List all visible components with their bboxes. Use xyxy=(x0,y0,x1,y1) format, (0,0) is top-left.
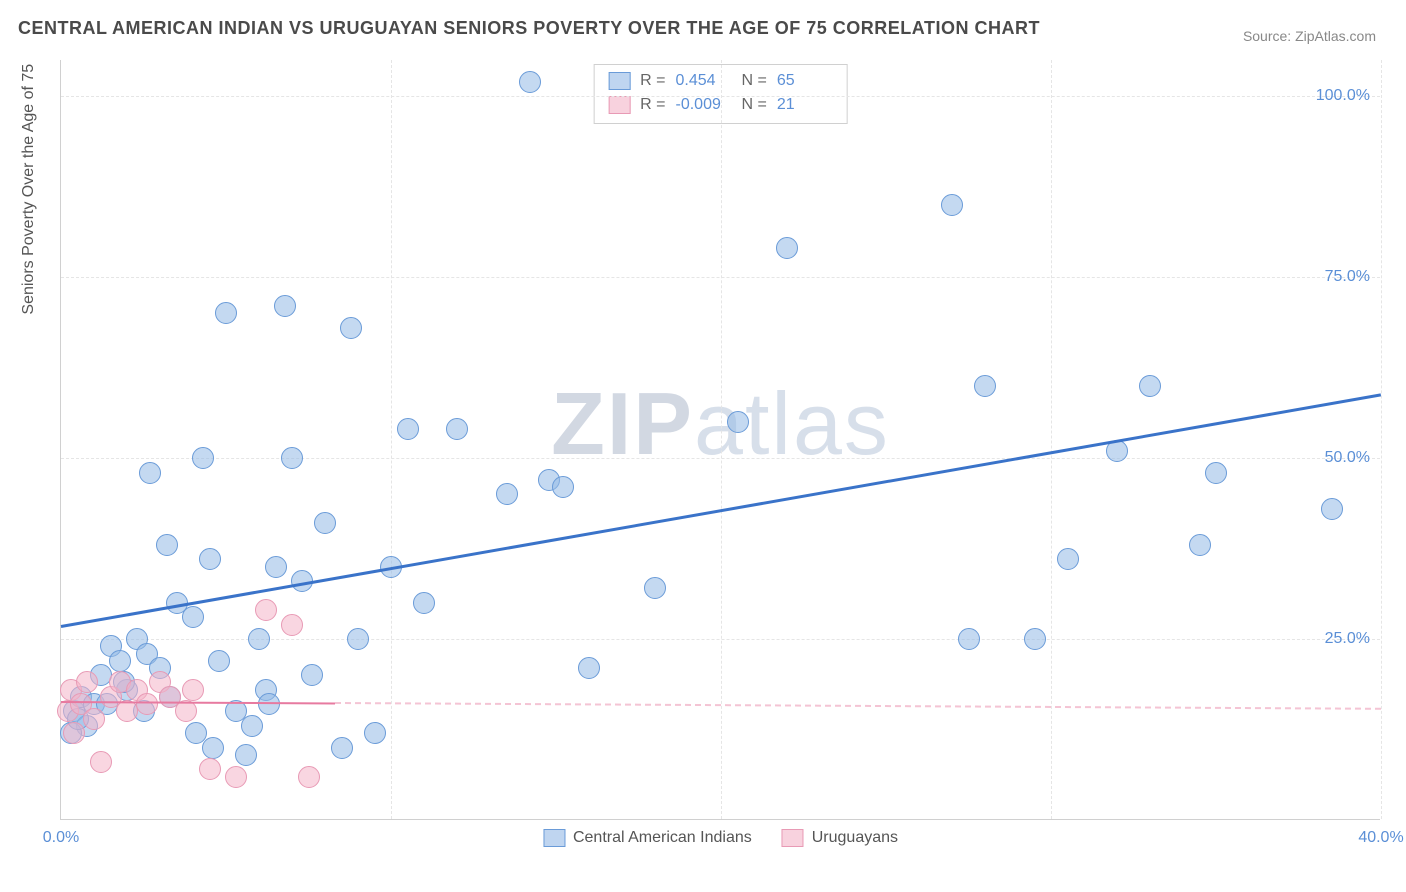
data-point xyxy=(446,418,468,440)
legend-swatch-blue xyxy=(543,829,565,847)
data-point xyxy=(255,599,277,621)
data-point xyxy=(109,650,131,672)
data-point xyxy=(248,628,270,650)
legend-swatch-blue xyxy=(608,72,630,90)
data-point xyxy=(199,758,221,780)
chart-title: CENTRAL AMERICAN INDIAN VS URUGUAYAN SEN… xyxy=(18,18,1040,39)
data-point xyxy=(258,693,280,715)
y-axis-title: Seniors Poverty Over the Age of 75 xyxy=(20,64,38,315)
n-label: N = xyxy=(742,69,767,93)
data-point xyxy=(1139,375,1161,397)
data-point xyxy=(941,194,963,216)
legend-item-pink: Uruguayans xyxy=(782,829,898,847)
trend-line xyxy=(335,702,1381,710)
data-point xyxy=(519,71,541,93)
gridline-v xyxy=(391,60,392,819)
data-point xyxy=(347,628,369,650)
r-value-blue: 0.454 xyxy=(676,69,732,93)
data-point xyxy=(241,715,263,737)
data-point xyxy=(156,534,178,556)
data-point xyxy=(496,483,518,505)
data-point xyxy=(578,657,600,679)
data-point xyxy=(1057,548,1079,570)
gridline-v xyxy=(1381,60,1382,819)
data-point xyxy=(274,295,296,317)
source-label: Source: ZipAtlas.com xyxy=(1243,28,1376,44)
data-point xyxy=(552,476,574,498)
chart-container: CENTRAL AMERICAN INDIAN VS URUGUAYAN SEN… xyxy=(0,0,1406,892)
data-point xyxy=(116,700,138,722)
plot-area: ZIPatlas R = 0.454 N = 65 R = -0.009 N =… xyxy=(60,60,1380,820)
data-point xyxy=(235,744,257,766)
data-point xyxy=(182,679,204,701)
data-point xyxy=(265,556,287,578)
data-point xyxy=(958,628,980,650)
data-point xyxy=(175,700,197,722)
data-point xyxy=(136,693,158,715)
legend-item-blue: Central American Indians xyxy=(543,829,752,847)
data-point xyxy=(90,751,112,773)
data-point xyxy=(1024,628,1046,650)
data-point xyxy=(776,237,798,259)
data-point xyxy=(139,462,161,484)
data-point xyxy=(1205,462,1227,484)
data-point xyxy=(331,737,353,759)
data-point xyxy=(340,317,362,339)
data-point xyxy=(63,722,85,744)
legend-label-pink: Uruguayans xyxy=(812,829,898,847)
y-tick-label: 75.0% xyxy=(1325,268,1370,286)
data-point xyxy=(202,737,224,759)
data-point xyxy=(225,766,247,788)
data-point xyxy=(298,766,320,788)
data-point xyxy=(182,606,204,628)
series-legend: Central American Indians Uruguayans xyxy=(543,829,898,847)
data-point xyxy=(974,375,996,397)
y-tick-label: 100.0% xyxy=(1316,87,1370,105)
data-point xyxy=(1189,534,1211,556)
data-point xyxy=(314,512,336,534)
legend-swatch-pink xyxy=(782,829,804,847)
data-point xyxy=(727,411,749,433)
data-point xyxy=(301,664,323,686)
data-point xyxy=(644,577,666,599)
x-tick-label: 40.0% xyxy=(1358,829,1403,847)
data-point xyxy=(76,671,98,693)
n-value-blue: 65 xyxy=(777,69,833,93)
data-point xyxy=(364,722,386,744)
data-point xyxy=(397,418,419,440)
r-label: R = xyxy=(640,69,665,93)
y-tick-label: 50.0% xyxy=(1325,449,1370,467)
data-point xyxy=(1321,498,1343,520)
data-point xyxy=(281,614,303,636)
x-tick-label: 0.0% xyxy=(43,829,79,847)
data-point xyxy=(192,447,214,469)
legend-swatch-pink xyxy=(608,96,630,114)
data-point xyxy=(281,447,303,469)
data-point xyxy=(413,592,435,614)
data-point xyxy=(208,650,230,672)
data-point xyxy=(215,302,237,324)
data-point xyxy=(83,708,105,730)
y-tick-label: 25.0% xyxy=(1325,630,1370,648)
legend-label-blue: Central American Indians xyxy=(573,829,752,847)
data-point xyxy=(199,548,221,570)
